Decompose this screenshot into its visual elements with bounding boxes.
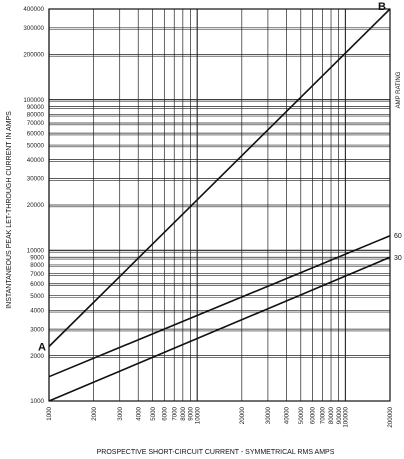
grid (48, 8, 391, 402)
y-tick-label: 1000 (30, 398, 44, 405)
y-tick-label: 80000 (27, 111, 45, 118)
y-axis-title: INSTANTANEOUS PEAK LET-THROUGH CURRENT I… (6, 111, 13, 309)
x-tick-label: 100000 (343, 406, 350, 427)
y-tick-label: 40000 (27, 157, 45, 164)
series-label-60: 60 (394, 233, 402, 240)
x-tick-label: 7000 (171, 406, 178, 420)
curves (48, 8, 391, 402)
x-tick-label: 80000 (328, 406, 335, 424)
x-tick-label: 70000 (320, 406, 327, 424)
plot-frame (48, 8, 391, 402)
y-tick-label: 7000 (30, 271, 44, 278)
x-tick-label: 200000 (387, 406, 394, 427)
x-tick-label: 20000 (239, 406, 246, 424)
x-tick-label: 8000 (180, 406, 187, 420)
x-tick-label: 90000 (336, 406, 343, 424)
y-tick-label: 9000 (30, 254, 44, 261)
series-line-30 (48, 256, 391, 402)
y-tick-label: 30000 (27, 176, 45, 183)
x-tick-label: 60000 (310, 406, 317, 424)
amp-rating-title: AMP RATING (396, 71, 402, 108)
y-tick-label: 4000 (30, 307, 44, 314)
y-tick-label: 5000 (30, 293, 44, 300)
x-tick-label: 9000 (188, 406, 195, 420)
y-tick-label: 70000 (27, 120, 45, 127)
x-tick-label: 1000 (46, 406, 53, 420)
reference-line-ab (48, 8, 391, 348)
x-tick-label: 4000 (135, 406, 142, 420)
x-tick-label: 30000 (265, 406, 272, 424)
y-tick-label: 90000 (27, 104, 45, 111)
y-tick-label: 6000 (30, 281, 44, 288)
y-tick-label: 3000 (30, 326, 44, 333)
y-tick-label: 2000 (30, 353, 44, 360)
x-tick-label: 10000 (194, 406, 201, 424)
x-tick-label: 2000 (91, 406, 98, 420)
x-tick-label: 6000 (162, 406, 169, 420)
reference-end-label: B (378, 1, 386, 13)
y-tick-label: 20000 (27, 202, 45, 209)
series-label-30: 30 (394, 255, 402, 262)
x-tick-label: 5000 (150, 406, 157, 420)
y-tick-label: 400000 (23, 6, 44, 13)
y-tick-label: 60000 (27, 130, 45, 137)
y-tick-label: 100000 (23, 97, 44, 104)
x-tick-label: 40000 (284, 406, 291, 424)
series-line-60 (48, 235, 391, 378)
y-tick-label: 50000 (27, 142, 45, 149)
x-tick-label: 3000 (117, 406, 124, 420)
x-axis-title: PROSPECTIVE SHORT-CIRCUIT CURRENT - SYMM… (97, 449, 335, 456)
y-tick-labels: 1000200030004000500060007000800090001000… (23, 6, 44, 405)
y-tick-label: 200000 (23, 52, 44, 59)
reference-start-label: A (38, 342, 46, 354)
x-tick-label: 50000 (298, 406, 305, 424)
y-tick-label: 300000 (23, 25, 44, 32)
y-tick-label: 8000 (30, 262, 44, 269)
x-tick-labels: 1000 2000 3000 4000 5000 6000 7000 8000 9000 1000… (46, 406, 394, 427)
y-tick-label: 10000 (27, 248, 45, 255)
